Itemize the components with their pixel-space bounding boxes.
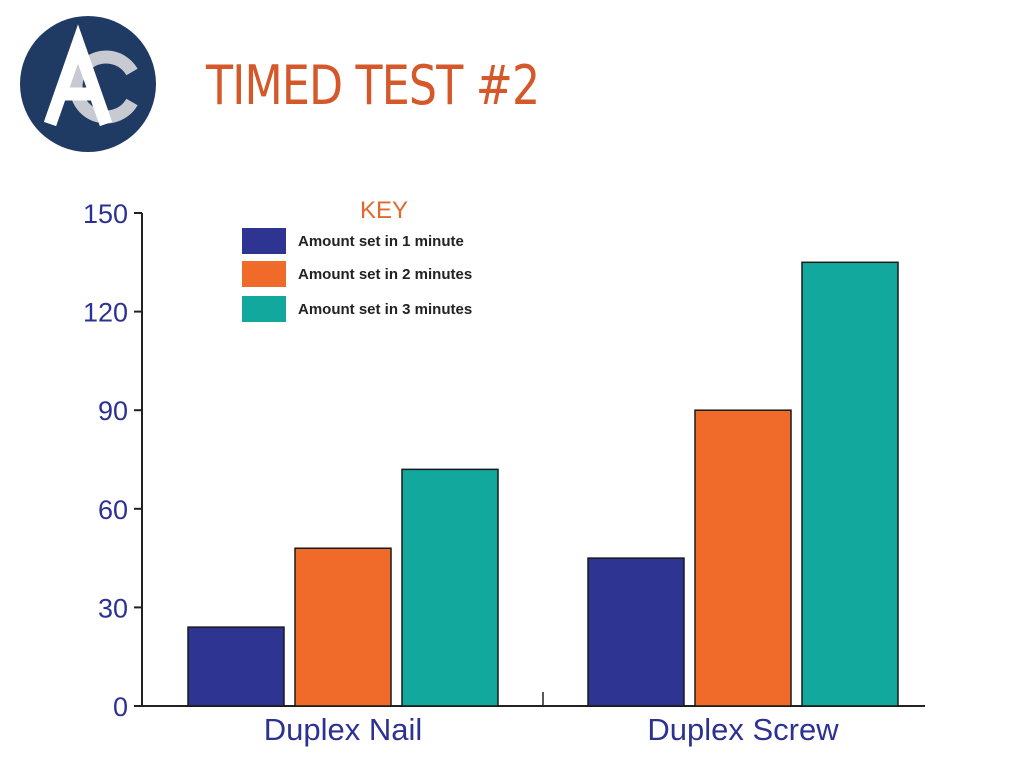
chart-axes: 0 30 60 90 120 150 Duplex Nail Duplex Screw	[83, 199, 925, 747]
ac-logo	[20, 16, 156, 152]
logo-letter-c	[69, 50, 138, 124]
logo-letter-a	[43, 24, 113, 127]
x-category-label: Duplex Screw	[647, 712, 839, 747]
legend-swatch	[242, 228, 286, 254]
y-tick-label: 30	[98, 593, 128, 623]
y-tick-label: 60	[98, 495, 128, 525]
legend-label: Amount set in 1 minute	[298, 233, 464, 250]
y-tick-label: 150	[83, 199, 128, 229]
bar-1-0	[587, 557, 685, 707]
legend-label: Amount set in 2 minutes	[298, 266, 472, 283]
bar-0-2	[401, 468, 499, 707]
legend-label: Amount set in 3 minutes	[298, 301, 472, 318]
bar-1-1	[694, 409, 792, 707]
legend-title: KEY	[360, 197, 408, 224]
chart-legend: KEY Amount set in 1 minute Amount set in 2…	[242, 197, 472, 322]
y-tick-label: 120	[83, 298, 128, 328]
y-tick-label: 90	[98, 396, 128, 426]
bar-1-2	[801, 261, 899, 707]
x-category-label: Duplex Nail	[264, 712, 423, 747]
bar-0-0	[187, 626, 285, 707]
legend-swatch	[242, 261, 286, 287]
legend-swatch	[242, 296, 286, 322]
bar-0-1	[294, 547, 392, 707]
y-tick-label: 0	[113, 692, 128, 722]
page-title: TIMED TEST #2	[206, 54, 540, 117]
chart-bars	[187, 261, 899, 707]
